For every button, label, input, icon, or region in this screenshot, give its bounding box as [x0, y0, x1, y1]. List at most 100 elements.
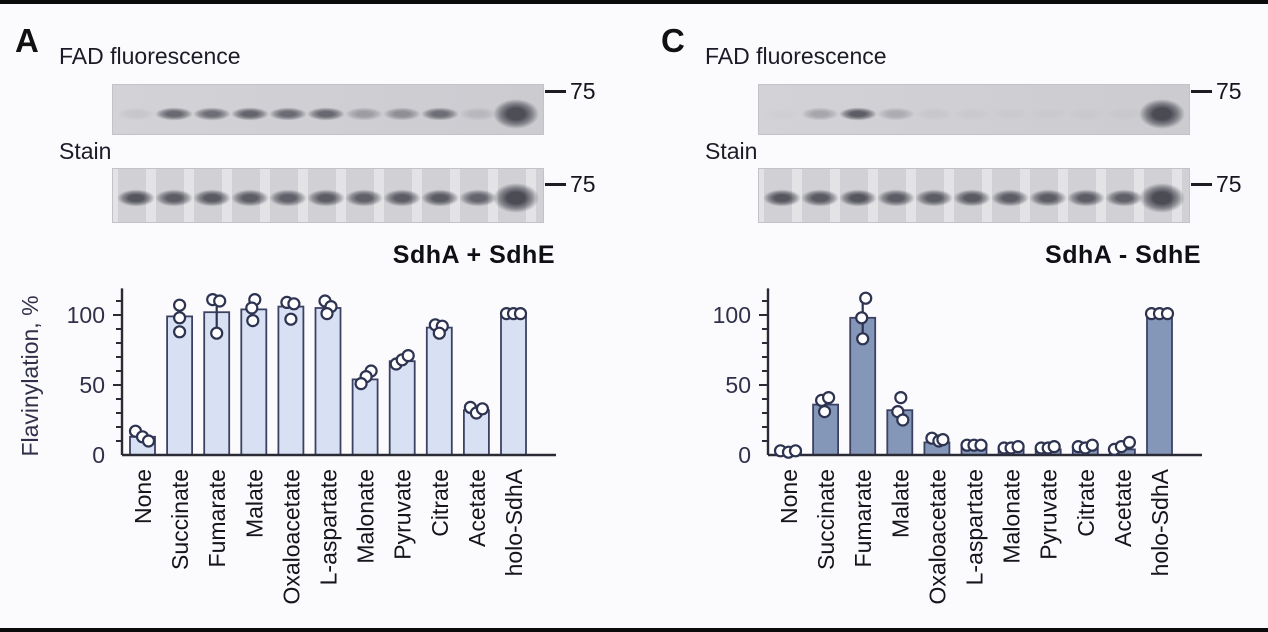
gel-band [345, 107, 383, 121]
data-point [856, 332, 870, 346]
x-category-label: Malonate [353, 469, 379, 564]
gel-band [877, 107, 915, 121]
gel-band [801, 189, 839, 207]
bar-chart: 0 50 100 None Succinate Fumarate Malate Oxaloac… [713, 288, 1202, 605]
data-point [475, 402, 489, 416]
stain-label: Stain [59, 138, 112, 164]
data-point [287, 297, 301, 311]
data-point [432, 326, 446, 340]
figure-border-bottom [0, 628, 1268, 632]
x-category-label: holo-SdhA [1147, 468, 1173, 576]
data-point [894, 390, 908, 405]
stain-label: Stain [705, 138, 758, 164]
x-category-label: Malate [241, 469, 267, 538]
data-point [173, 325, 187, 339]
data-point [896, 413, 910, 427]
bar [425, 326, 453, 456]
y-tick-label: 50 [79, 372, 105, 398]
gel-band [345, 189, 383, 207]
gel-band [1105, 189, 1143, 207]
data-point [1122, 435, 1136, 449]
bar-chart: 0 50 100 Flavinylation, % None Succinate Fumar… [17, 288, 556, 605]
x-category-label: Fumarate [204, 469, 230, 567]
gel-band [1105, 108, 1143, 121]
data-point [513, 306, 528, 321]
data-point [818, 405, 832, 419]
y-tick-label: 50 [725, 372, 751, 398]
x-category-label: Pyruvate [390, 469, 416, 560]
x-category-label: Malonate [999, 469, 1025, 564]
data-point [1085, 438, 1099, 452]
fad-fluorescence-label: FAD fluorescence [705, 43, 887, 69]
marker-value: 75 [570, 77, 596, 104]
data-point [320, 306, 334, 321]
gel-band [839, 107, 877, 121]
gel-band [493, 99, 539, 130]
gel-band [421, 189, 459, 207]
bar [314, 307, 342, 456]
x-category-label: Acetate [1110, 469, 1136, 547]
data-point [245, 301, 259, 315]
x-category-label: Succinate [813, 469, 839, 570]
gel-band [117, 189, 155, 207]
bar [240, 308, 268, 456]
gel-band [1029, 108, 1067, 121]
data-point [354, 376, 368, 391]
data-point [855, 311, 869, 325]
marker-dash [1191, 182, 1212, 186]
gel-band [307, 189, 345, 207]
gel-band [763, 108, 801, 121]
data-point [210, 326, 224, 340]
data-point [141, 434, 156, 448]
data-point [936, 433, 950, 447]
gel-band [1139, 99, 1185, 130]
x-category-label: Pyruvate [1036, 469, 1062, 560]
gel-band [991, 108, 1029, 121]
y-tick-label: 100 [67, 302, 105, 328]
stain-gel-image [112, 168, 544, 223]
fad-gel-image [758, 84, 1190, 135]
y-axis-title: Flavinylation, % [17, 295, 43, 456]
x-category-label: None [776, 469, 802, 524]
gel-band [1067, 189, 1105, 207]
fad-fluorescence-label: FAD fluorescence [59, 43, 241, 69]
bar [1146, 314, 1173, 456]
molecular-weight-marker: 75 [1191, 78, 1242, 104]
x-category-label: Citrate [427, 469, 453, 537]
figure-border-top [0, 0, 1268, 4]
data-point [173, 298, 187, 312]
gel-band [1139, 182, 1185, 213]
gel-band [877, 189, 915, 207]
gel-band [307, 107, 345, 121]
gel-band [1067, 108, 1105, 121]
data-point [1011, 440, 1025, 454]
y-tick-label: 0 [92, 442, 105, 468]
fad-gel-image [112, 84, 544, 135]
gel-band [915, 107, 953, 121]
gel-band [459, 107, 497, 121]
gel-band [915, 189, 953, 207]
gel-band [269, 107, 307, 121]
gel-band [839, 189, 877, 207]
data-point [213, 294, 227, 308]
gel-band [193, 189, 231, 207]
x-category-label: Succinate [167, 469, 193, 570]
x-category-label: L-aspartate [316, 469, 342, 585]
stain-gel-image [758, 168, 1190, 223]
x-category-label: Citrate [1073, 469, 1099, 537]
data-point [859, 291, 873, 305]
data-point [1160, 306, 1175, 321]
gel-band [117, 107, 155, 121]
panel-c: C FAD fluorescence 75 Stain 75 SdhA - Sd… [646, 0, 1268, 632]
gel-band [953, 189, 991, 207]
x-category-label: holo-SdhA [501, 468, 527, 576]
bar [166, 315, 194, 456]
gel-band [269, 189, 307, 207]
gel-band [155, 107, 193, 121]
marker-value: 75 [1216, 77, 1242, 104]
x-category-label: L-aspartate [962, 469, 988, 585]
gel-band [421, 107, 459, 121]
data-point [788, 444, 803, 458]
y-tick-label: 100 [713, 302, 751, 328]
